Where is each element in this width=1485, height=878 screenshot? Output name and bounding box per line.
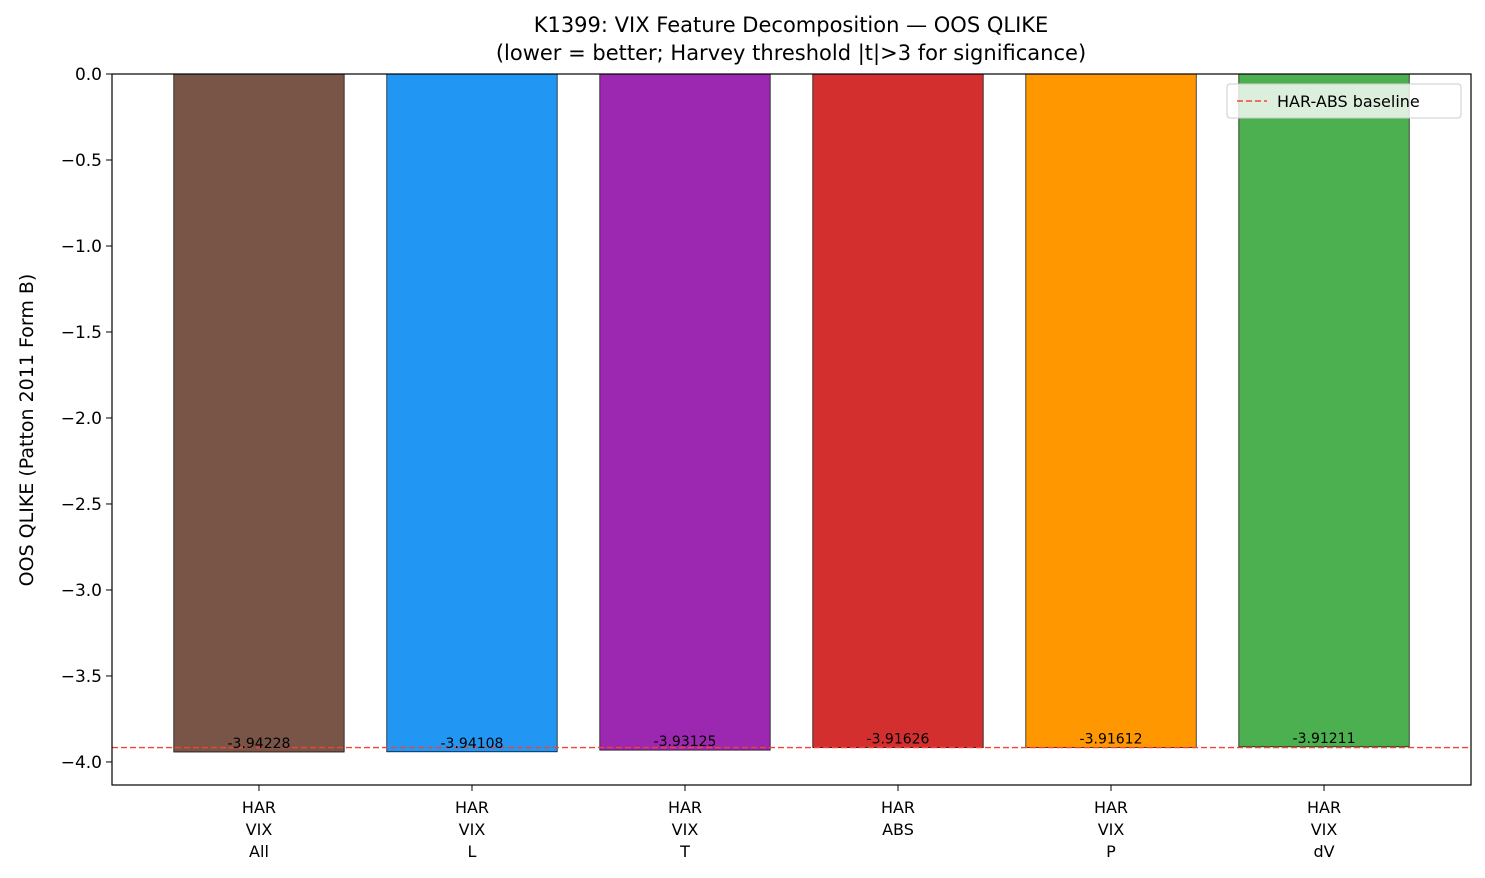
y-tick-label: −3.0 [61,581,102,601]
y-tick-label: −1.5 [61,323,102,343]
legend-box [1226,83,1462,119]
y-tick-label: −4.0 [61,753,102,773]
y-tick-label: −0.5 [61,151,102,171]
value-label: -3.91626 [867,732,930,748]
y-axis-label: OOS QLIKE (Patton 2011 Form B) [16,274,38,587]
y-tick-label: −2.5 [61,495,102,515]
x-tick-label: HAR VIX L [454,798,490,861]
value-label: -3.91211 [1293,731,1356,747]
bar [1025,73,1197,748]
y-tick-label: −1.0 [61,237,102,257]
y-tick-label: −2.0 [61,409,102,429]
y-tick-label: 0.0 [75,65,102,85]
legend-label: HAR-ABS baseline [1277,92,1420,111]
x-tick-label: HAR VIX P [1093,798,1129,861]
chart-subtitle: (lower = better; Harvey threshold |t|>3 … [496,41,1086,66]
value-label: -3.94108 [441,736,504,752]
value-label: -3.94228 [227,736,290,752]
chart-title: K1399: VIX Feature Decomposition — OOS Q… [534,13,1049,37]
value-label: -3.91612 [1080,732,1143,748]
bar [173,73,345,753]
x-tick-label: HAR VIX T [667,798,703,861]
bar [599,73,771,751]
bar [812,73,984,748]
y-tick-label: −3.5 [61,667,102,687]
x-tick-label: HAR VIX All [241,798,277,861]
plot-frame [111,73,1472,786]
bar [1238,73,1410,748]
bar [386,73,558,753]
x-tick-label: HAR VIX dV [1306,798,1342,861]
value-label: -3.93125 [654,734,717,750]
x-tick-label: HAR ABS [880,798,916,839]
